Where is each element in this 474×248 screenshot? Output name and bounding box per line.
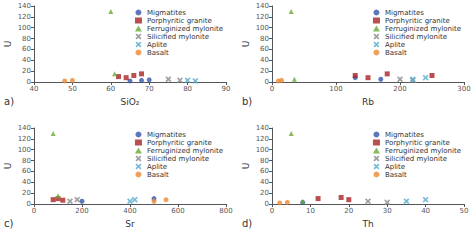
svg-text:Th: Th: [361, 219, 373, 229]
svg-text:80: 80: [22, 35, 31, 43]
svg-text:Sr: Sr: [125, 219, 135, 229]
svg-text:60: 60: [106, 85, 115, 93]
svg-text:80: 80: [260, 157, 269, 165]
svg-text:140: 140: [256, 2, 269, 10]
svg-text:300: 300: [457, 85, 470, 93]
svg-text:90: 90: [222, 85, 231, 93]
svg-text:40: 40: [260, 178, 269, 186]
svg-text:Ferruginized mylonite: Ferruginized mylonite: [147, 25, 223, 33]
svg-text:Rb: Rb: [362, 97, 374, 107]
svg-text:0: 0: [26, 78, 31, 86]
svg-text:140: 140: [256, 124, 269, 132]
svg-text:c): c): [4, 218, 13, 229]
svg-text:120: 120: [256, 135, 269, 143]
svg-text:Aplite: Aplite: [147, 41, 167, 49]
svg-text:40: 40: [22, 178, 31, 186]
svg-text:Ferruginized mylonite: Ferruginized mylonite: [147, 147, 223, 155]
svg-text:b): b): [242, 96, 252, 107]
svg-text:0: 0: [270, 207, 274, 215]
svg-text:60: 60: [22, 167, 31, 175]
svg-text:Basalt: Basalt: [147, 49, 169, 57]
svg-text:100: 100: [256, 146, 269, 154]
svg-text:SiO₂: SiO₂: [121, 97, 140, 107]
svg-text:U: U: [3, 41, 13, 48]
svg-text:0: 0: [265, 200, 269, 208]
svg-text:0: 0: [27, 200, 31, 208]
svg-text:40: 40: [260, 56, 269, 64]
svg-text:20: 20: [344, 207, 353, 215]
svg-text:600: 600: [171, 207, 184, 215]
svg-text:Migmatites: Migmatites: [147, 131, 186, 139]
svg-text:100: 100: [256, 24, 269, 32]
svg-text:100: 100: [18, 146, 31, 154]
svg-text:60: 60: [260, 45, 269, 53]
svg-text:20: 20: [22, 189, 31, 197]
svg-text:Migmatites: Migmatites: [385, 9, 424, 17]
svg-text:Aplite: Aplite: [385, 163, 405, 171]
svg-text:Porphyritic granite: Porphyritic granite: [147, 17, 212, 25]
svg-text:100: 100: [18, 24, 31, 32]
svg-text:70: 70: [145, 85, 154, 93]
svg-text:Basalt: Basalt: [385, 49, 407, 57]
svg-text:Silicified mylonite: Silicified mylonite: [147, 155, 209, 163]
svg-text:Migmatites: Migmatites: [147, 9, 186, 17]
svg-text:U: U: [241, 41, 251, 48]
svg-text:Porphyritic granite: Porphyritic granite: [147, 139, 212, 147]
svg-text:100: 100: [329, 85, 342, 93]
svg-text:Aplite: Aplite: [147, 163, 167, 171]
svg-text:Ferruginized mylonite: Ferruginized mylonite: [385, 25, 461, 33]
svg-text:20: 20: [260, 189, 269, 197]
svg-text:60: 60: [22, 45, 31, 53]
svg-text:80: 80: [260, 35, 269, 43]
svg-text:0: 0: [270, 85, 274, 93]
svg-text:0: 0: [265, 78, 269, 86]
svg-text:200: 200: [393, 85, 406, 93]
svg-text:10: 10: [306, 207, 315, 215]
svg-text:Porphyritic granite: Porphyritic granite: [385, 139, 450, 147]
svg-text:40: 40: [421, 207, 430, 215]
svg-text:30: 30: [383, 207, 392, 215]
svg-text:Ferruginized mylonite: Ferruginized mylonite: [385, 147, 461, 155]
svg-text:U: U: [3, 163, 13, 170]
svg-text:50: 50: [460, 207, 469, 215]
svg-text:200: 200: [75, 207, 88, 215]
svg-text:Porphyritic granite: Porphyritic granite: [385, 17, 450, 25]
svg-text:Silicified mylonite: Silicified mylonite: [385, 155, 447, 163]
svg-text:80: 80: [22, 157, 31, 165]
svg-text:20: 20: [260, 67, 269, 75]
svg-text:d): d): [242, 218, 252, 229]
svg-text:50: 50: [68, 85, 77, 93]
svg-text:120: 120: [18, 135, 31, 143]
svg-text:400: 400: [123, 207, 136, 215]
svg-text:800: 800: [219, 207, 232, 215]
svg-text:Migmatites: Migmatites: [385, 131, 424, 139]
svg-text:120: 120: [256, 13, 269, 21]
svg-text:Basalt: Basalt: [147, 171, 169, 179]
svg-text:U: U: [241, 163, 251, 170]
svg-text:120: 120: [18, 13, 31, 21]
svg-text:40: 40: [22, 56, 31, 64]
svg-text:Aplite: Aplite: [385, 41, 405, 49]
svg-text:40: 40: [30, 85, 39, 93]
svg-text:0: 0: [32, 207, 36, 215]
svg-text:140: 140: [18, 124, 31, 132]
svg-text:a): a): [4, 96, 14, 107]
svg-text:20: 20: [22, 67, 31, 75]
svg-text:Silicified mylonite: Silicified mylonite: [385, 33, 447, 41]
svg-text:80: 80: [183, 85, 192, 93]
svg-text:140: 140: [18, 2, 31, 10]
svg-text:60: 60: [260, 167, 269, 175]
svg-text:Silicified mylonite: Silicified mylonite: [147, 33, 209, 41]
svg-text:Basalt: Basalt: [385, 171, 407, 179]
